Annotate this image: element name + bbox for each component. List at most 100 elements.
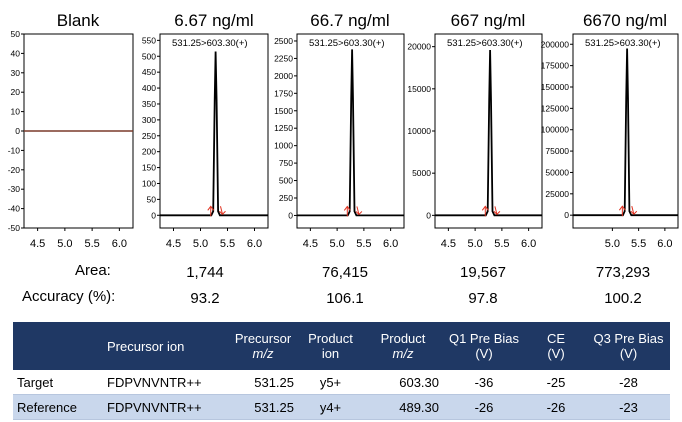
table-cell: -28 bbox=[619, 374, 638, 390]
peak-end-marker bbox=[356, 206, 360, 215]
table-header-row: Precursor ion Precursor m/z Product ion Pr… bbox=[13, 322, 670, 370]
table-cell: -26 bbox=[474, 399, 494, 415]
y-tick-label: 50000 bbox=[545, 167, 569, 177]
x-tick-label: 6.0 bbox=[247, 238, 262, 250]
plot-frame bbox=[159, 33, 269, 229]
table-cell: FDPVNVNTR++ bbox=[107, 399, 202, 415]
x-tick-label: 5.0 bbox=[57, 238, 72, 250]
transition-label: 531.25>603.30(+) bbox=[172, 38, 248, 49]
y-tick-label: 40 bbox=[11, 48, 21, 58]
area-value: 76,415 bbox=[322, 264, 368, 281]
table-cell: -25 bbox=[546, 374, 566, 390]
mrm-parameters-table: Precursor ion Precursor m/z Product ion Pr… bbox=[13, 322, 670, 420]
y-tick-label: 15000 bbox=[407, 84, 431, 94]
peak-start-arrow bbox=[481, 205, 489, 211]
table-cell: 489.30 bbox=[399, 399, 439, 415]
y-tick-label: 350 bbox=[142, 99, 156, 109]
y-tick-label: -40 bbox=[8, 204, 21, 214]
x-tick-label: 4.5 bbox=[166, 238, 181, 250]
y-tick-label: 2000 bbox=[274, 71, 293, 81]
table-cell: Reference bbox=[17, 399, 77, 415]
y-tick-label: 500 bbox=[142, 51, 156, 61]
peak-trace bbox=[160, 51, 268, 217]
peak-end-arrow bbox=[493, 210, 501, 216]
y-tick-label: 10 bbox=[11, 107, 21, 117]
y-tick-label: 100000 bbox=[541, 125, 570, 135]
table-cell: 531.25 bbox=[254, 399, 294, 415]
y-tick-label: 175000 bbox=[541, 61, 570, 71]
header-cell: Product ion bbox=[308, 331, 353, 361]
y-tick-label: 2500 bbox=[274, 36, 293, 46]
y-tick-label: 250 bbox=[279, 193, 293, 203]
y-tick-label: 1250 bbox=[274, 123, 293, 133]
y-tick-label: -30 bbox=[8, 184, 21, 194]
y-tick-label: -20 bbox=[8, 165, 21, 175]
plot-frame bbox=[296, 33, 405, 229]
y-tick-label: 500 bbox=[279, 176, 293, 186]
y-tick-label: 300 bbox=[142, 115, 156, 125]
plot-frame bbox=[572, 33, 679, 229]
y-tick-label: 1500 bbox=[274, 106, 293, 116]
x-tick-label: 6.0 bbox=[521, 238, 536, 250]
y-tick-label: 150000 bbox=[541, 82, 570, 92]
transition-label: 531.25>603.30(+) bbox=[309, 38, 385, 49]
y-tick-label: -10 bbox=[8, 145, 21, 155]
peak-end-marker bbox=[219, 206, 223, 215]
y-tick-label: 200000 bbox=[541, 39, 570, 49]
y-tick-label: 5000 bbox=[412, 168, 431, 178]
table-cell: y4+ bbox=[319, 399, 342, 415]
area-value: 1,744 bbox=[186, 264, 224, 281]
peak-trace bbox=[297, 49, 404, 217]
x-tick-label: 6.0 bbox=[657, 238, 672, 250]
header-cell: Precursor ion bbox=[107, 338, 185, 354]
y-tick-label: 0 bbox=[564, 210, 569, 220]
chart-title: Blank bbox=[57, 11, 100, 30]
table-cell: y5+ bbox=[319, 374, 342, 390]
table-cell: -36 bbox=[474, 374, 494, 390]
header-cell: Q3 Pre Bias (V) bbox=[593, 331, 664, 361]
accuracy-value: 93.2 bbox=[190, 290, 220, 307]
x-tick-label: 5.5 bbox=[84, 238, 99, 250]
table-cell: -23 bbox=[619, 399, 638, 415]
peak-end-arrow bbox=[355, 211, 363, 216]
y-tick-label: 550 bbox=[142, 35, 156, 45]
x-tick-label: 4.5 bbox=[441, 238, 456, 250]
peak-end-marker bbox=[494, 206, 498, 215]
y-tick-label: 20000 bbox=[407, 42, 431, 52]
y-tick-label: 1750 bbox=[274, 88, 293, 98]
y-tick-label: 150 bbox=[142, 163, 156, 173]
table-row: Target FDPVNVNTR++ 531.25 y5+ 603.30 -36… bbox=[13, 370, 670, 395]
table-cell: Target bbox=[17, 374, 54, 390]
chart-title: 6.67 ng/ml bbox=[174, 11, 253, 30]
chart-title: 667 ng/ml bbox=[451, 11, 526, 30]
x-tick-label: 6.0 bbox=[383, 238, 398, 250]
peak-trace bbox=[573, 48, 678, 217]
y-tick-label: 0 bbox=[426, 210, 431, 220]
x-tick-label: 5.0 bbox=[605, 238, 620, 250]
transition-label: 531.25>603.30(+) bbox=[585, 38, 661, 49]
header-cell: Precursor m/z bbox=[234, 331, 292, 361]
table-cell: 603.30 bbox=[399, 374, 439, 390]
chart-title: 66.7 ng/ml bbox=[310, 11, 389, 30]
peak-start-arrow bbox=[618, 205, 626, 211]
accuracy-value: 100.2 bbox=[604, 290, 642, 307]
y-tick-label: 50 bbox=[147, 194, 157, 204]
x-tick-label: 4.5 bbox=[30, 238, 45, 250]
y-tick-label: 75000 bbox=[545, 146, 569, 156]
area-value: 773,293 bbox=[595, 264, 651, 281]
table-cell: -26 bbox=[546, 399, 566, 415]
x-tick-label: 5.5 bbox=[220, 238, 235, 250]
x-tick-label: 5.0 bbox=[193, 238, 208, 250]
header-cell bbox=[13, 322, 103, 370]
x-tick-label: 5.5 bbox=[494, 238, 509, 250]
peak-end-marker bbox=[631, 206, 635, 215]
y-tick-label: 25000 bbox=[545, 189, 569, 199]
peak-start-arrow bbox=[207, 205, 215, 211]
peak-end-arrow bbox=[630, 210, 638, 215]
table-row: Reference FDPVNVNTR++ 531.25 y4+ 489.30 … bbox=[13, 394, 670, 420]
y-tick-label: 200 bbox=[142, 147, 156, 157]
header-cell: Q1 Pre Bias (V) bbox=[448, 331, 520, 361]
accuracy-value: 97.8 bbox=[468, 290, 498, 307]
peak-end-arrow bbox=[219, 210, 226, 215]
